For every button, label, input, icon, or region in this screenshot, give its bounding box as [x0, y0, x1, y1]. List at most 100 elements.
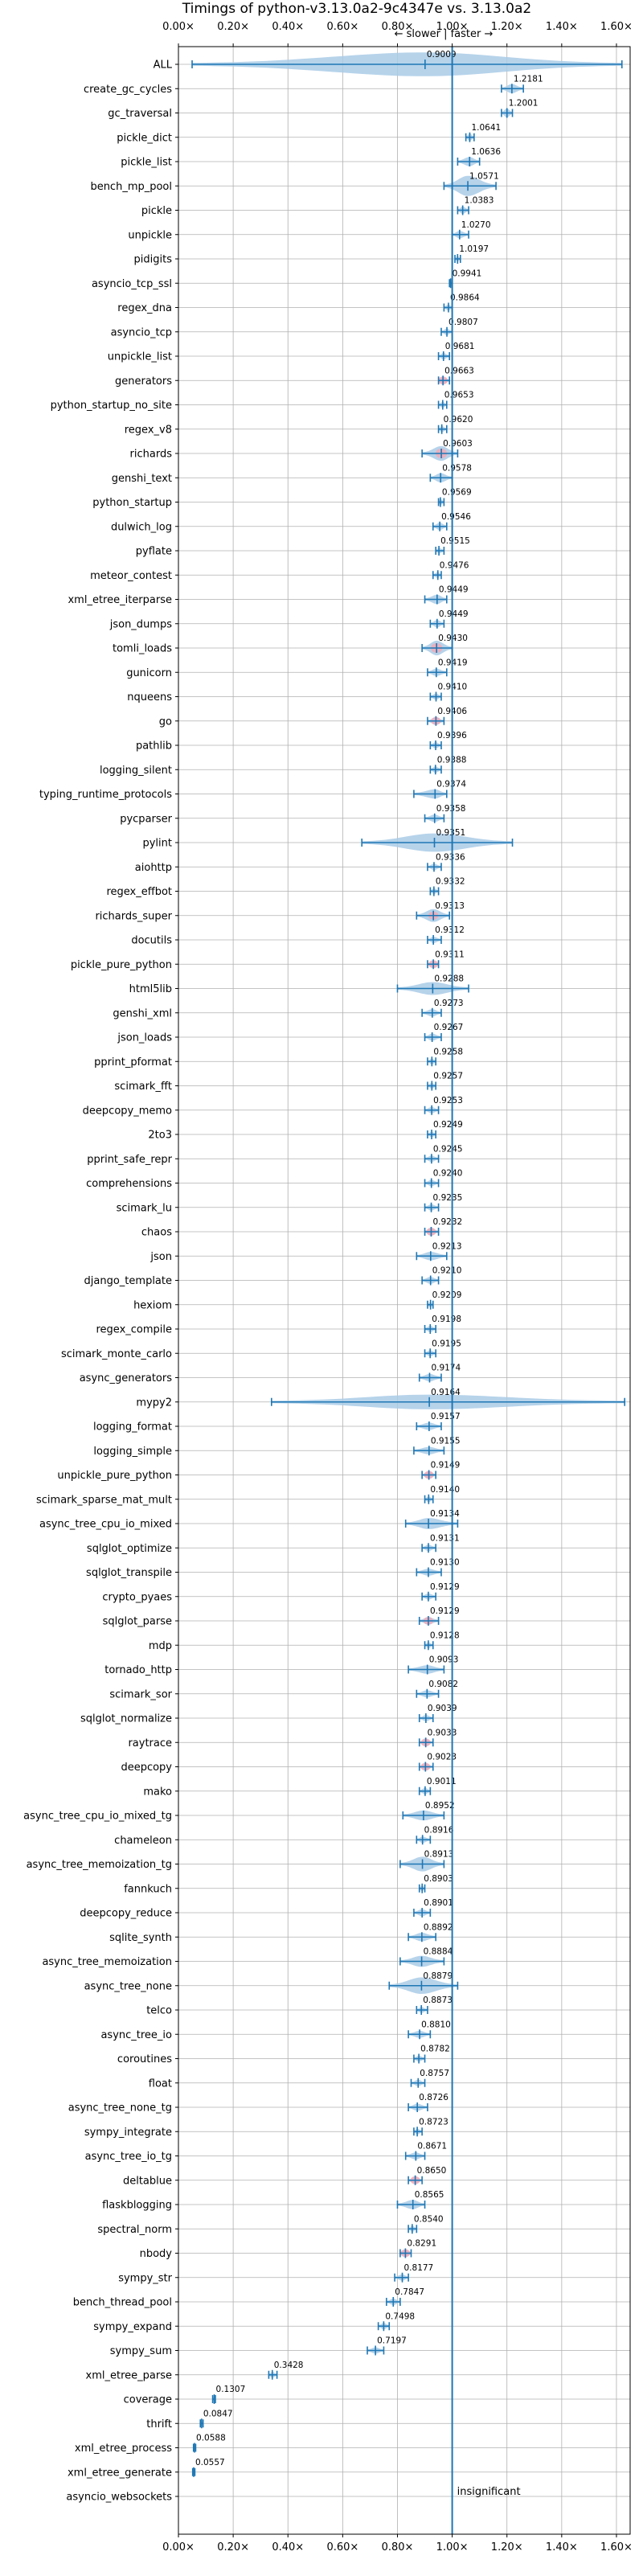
benchmark-row: 0.9653	[437, 391, 474, 410]
value-label: 0.9864	[450, 293, 480, 303]
benchmark-row: 0.8873	[416, 1996, 453, 2015]
benchmark-row: 0.8916	[416, 1825, 454, 1845]
y-tick-label: genshi_xml	[113, 1007, 172, 1019]
value-label: 0.9039	[428, 1704, 457, 1713]
value-label: 0.9258	[433, 1047, 463, 1056]
benchmark-row: 0.9864	[443, 293, 480, 313]
value-label: 0.9129	[430, 1582, 460, 1592]
value-label: 0.0588	[196, 2434, 226, 2443]
value-label: 0.9476	[440, 560, 469, 570]
benchmark-row: 0.9312	[427, 925, 465, 945]
value-label: 0.9245	[433, 1144, 463, 1154]
y-tick-label: coverage	[124, 2394, 172, 2406]
value-label: 0.9257	[433, 1072, 463, 1081]
x-tick-label-bottom: 1.20×	[491, 2541, 523, 2553]
y-tick-label: flaskblogging	[102, 2200, 172, 2212]
value-label: 0.8726	[419, 2093, 448, 2102]
value-label: 0.9240	[433, 1169, 463, 1179]
value-label: 1.0270	[461, 220, 491, 230]
y-tick-label: unpickle	[128, 229, 172, 241]
benchmark-row: 0.8177	[394, 2263, 433, 2283]
value-label: 0.0557	[195, 2458, 225, 2467]
x-tick-label-top: 1.60×	[600, 21, 633, 33]
benchmark-row: 0.9311	[427, 950, 465, 970]
value-label: 0.9358	[436, 804, 466, 814]
y-tick-label: regex_dna	[117, 302, 172, 314]
benchmark-row: 0.9235	[424, 1193, 462, 1212]
benchmark-row: 0.9663	[437, 366, 474, 386]
benchmark-row: 0.9249	[427, 1120, 463, 1139]
benchmark-row: 0.8671	[404, 2142, 447, 2161]
value-label: 1.0571	[469, 171, 499, 181]
benchmark-row: 0.3428	[268, 2361, 304, 2380]
value-label: 0.9663	[444, 366, 474, 375]
value-label: 0.7197	[377, 2336, 407, 2346]
chart-title: Timings of python-v3.13.0a2-9c4347e vs. …	[182, 1, 531, 17]
value-label: 0.9011	[427, 1777, 457, 1786]
y-tick-label: unpickle_list	[108, 351, 172, 363]
benchmark-row: 0.9430	[421, 634, 468, 656]
benchmark-row: 0.8952	[402, 1801, 455, 1821]
value-label: 0.1307	[216, 2385, 246, 2394]
y-tick-label: async_tree_io_tg	[85, 2151, 172, 2163]
y-tick-label: crypto_pyaes	[102, 1591, 172, 1603]
benchmark-row: 0.9336	[427, 852, 465, 872]
value-label: 0.9157	[431, 1412, 461, 1421]
benchmark-row: 0.9374	[413, 780, 466, 799]
value-label: 0.8873	[423, 1996, 453, 2005]
benchmark-row: 1.0641	[465, 123, 501, 142]
benchmark-row: 0.9245	[424, 1144, 463, 1164]
y-tick-label: richards_super	[95, 910, 172, 922]
benchmark-row: 0.7498	[377, 2311, 415, 2332]
x-tick-label-top: 1.20×	[491, 21, 523, 33]
y-tick-label: scimark_fft	[114, 1081, 172, 1093]
benchmark-row: 0.9131	[421, 1533, 460, 1553]
value-label: 0.8952	[425, 1801, 455, 1811]
value-label: 0.8903	[424, 1874, 453, 1884]
benchmark-row: 1.0636	[457, 147, 501, 166]
y-tick-label: scimark_monte_carlo	[61, 1348, 172, 1360]
value-label: 0.8291	[407, 2239, 436, 2249]
y-tick-label: richards	[130, 449, 173, 461]
y-tick-label: ALL	[154, 59, 173, 72]
value-label: 1.0641	[471, 123, 501, 133]
y-tick-label: pidigits	[134, 254, 173, 266]
benchmark-row: 0.9332	[429, 877, 465, 896]
y-tick-label: pickle_pure_python	[71, 959, 172, 971]
benchmark-row: 0.9039	[418, 1704, 457, 1723]
value-label: 0.9620	[444, 415, 473, 425]
value-label: 0.9198	[432, 1315, 461, 1324]
x-tick-label-bottom: 1.60×	[600, 2541, 633, 2553]
y-tick-label: gunicorn	[126, 667, 172, 679]
benchmark-row: 0.8782	[413, 2045, 450, 2064]
x-tick-label-top: 0.80×	[382, 21, 414, 33]
value-label: 0.9546	[441, 512, 471, 522]
value-label: 1.0383	[465, 196, 494, 206]
benchmark-row: 0.9240	[424, 1169, 463, 1188]
y-tick-label: sqlglot_parse	[103, 1616, 172, 1628]
y-tick-label: telco	[146, 2005, 172, 2017]
value-label: 0.8782	[420, 2045, 450, 2054]
value-label: 0.9195	[432, 1339, 461, 1348]
benchmark-row: 0.9210	[421, 1266, 461, 1286]
y-tick-label: pycparser	[120, 813, 172, 825]
tick-layer: 0.00× 0.00× 0.20× 0.20× 0.40× 0.40× 0.60× 0.60×…	[23, 21, 633, 2553]
y-tick-label: json_loads	[117, 1032, 172, 1044]
y-tick-label: pprint_safe_repr	[87, 1154, 172, 1166]
value-label: 0.9312	[435, 925, 465, 935]
benchmark-row: 0.9232	[424, 1217, 462, 1237]
benchmark-row: 0.9546	[432, 512, 471, 531]
value-label: 0.9249	[433, 1120, 463, 1130]
benchmark-row: 0.9388	[429, 755, 467, 775]
y-tick-label: django_template	[84, 1275, 172, 1287]
y-tick-label: sqlglot_normalize	[80, 1713, 172, 1725]
y-tick-label: logging_format	[93, 1421, 172, 1434]
value-label: 0.8879	[423, 1971, 453, 1981]
value-label: 0.9130	[430, 1558, 460, 1568]
y-tick-label: mdp	[149, 1640, 172, 1652]
value-label: 0.9515	[440, 536, 470, 546]
benchmark-row: 0.9128	[424, 1631, 460, 1651]
value-label: 0.8540	[414, 2214, 444, 2224]
value-label: 1.0197	[459, 244, 489, 254]
